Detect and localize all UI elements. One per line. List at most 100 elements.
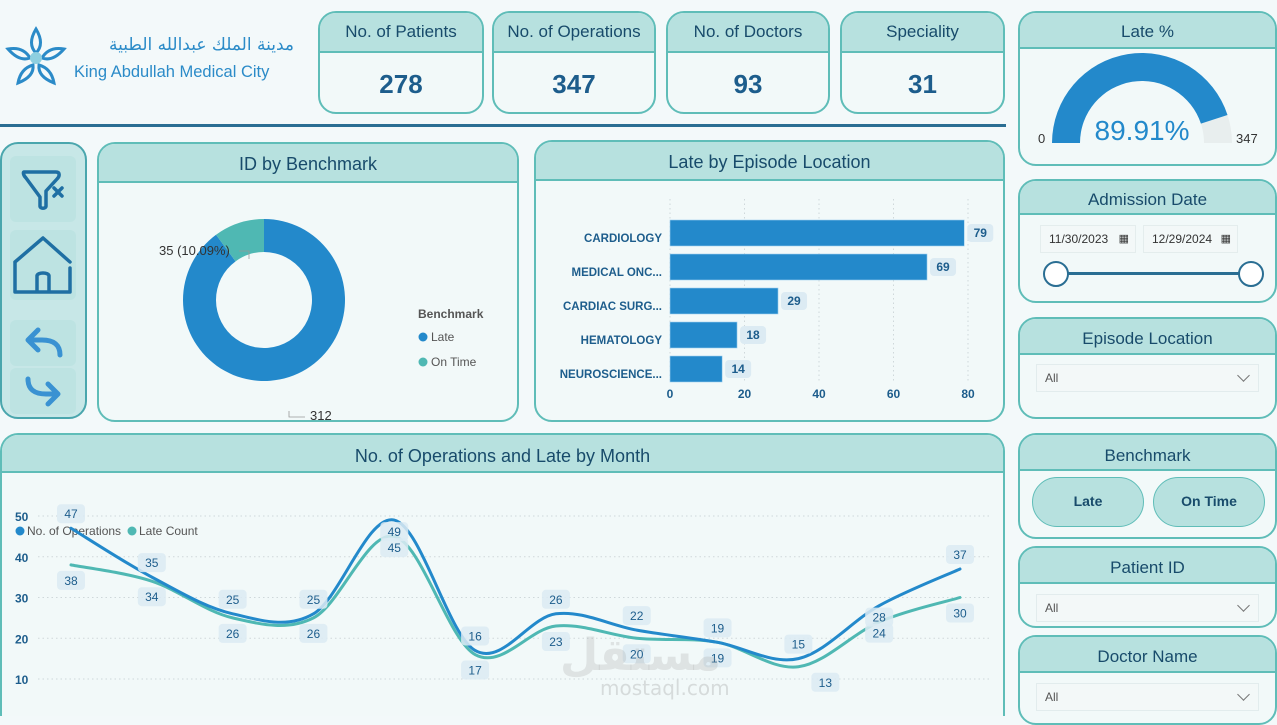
watermark-latin: mostaql.com [600,676,730,700]
chevron-down-icon [1237,688,1250,701]
kpi-value: 31 [908,69,937,99]
bar[interactable] [669,219,965,247]
calendar-icon[interactable]: ▦ [1118,233,1129,245]
line-chart-title: No. of Operations and Late by Month [2,435,1003,473]
x-tick-label: 20 [738,387,752,401]
bar[interactable] [669,287,779,315]
kpi-value: 347 [552,69,596,99]
gauge-max-label: 347 [1236,131,1258,146]
data-label-bg [622,606,651,626]
undo-arrow-icon [25,327,63,358]
data-label: 37 [953,548,967,562]
data-label: 15 [792,638,806,652]
episode-location-dropdown[interactable]: All [1036,364,1259,392]
calendar-icon[interactable]: ▦ [1220,233,1231,245]
data-label: 19 [711,651,725,665]
data-label: 79 [974,226,988,240]
data-label-bg [946,603,974,623]
episode-location-title: Episode Location [1020,319,1275,355]
donut-slice-on-time[interactable] [216,219,264,262]
legend-label-on-time[interactable]: On Time [431,355,477,369]
admission-date-title: Admission Date [1020,181,1275,215]
clear-filter-icon [21,170,64,210]
x-tick-label: 0 [667,387,674,401]
start-date-value: 11/30/2023 [1049,232,1109,246]
forward-button[interactable] [10,368,76,414]
gauge-track [1200,114,1232,143]
data-label: 69 [936,260,950,274]
end-date-input[interactable]: 12/29/2024 ▦ [1143,225,1238,253]
data-label: 24 [873,627,887,641]
late-percent-card: Late % 0 347 89.91% [1018,11,1277,166]
data-label: 30 [953,607,967,621]
benchmark-slicer: Benchmark Late On Time [1018,433,1277,539]
legend-dot [15,526,25,536]
data-label-bg [703,618,732,638]
y-category-label: NEUROSCIENCE... [560,369,662,381]
y-tick-label: 30 [15,592,29,606]
clear-filters-button[interactable] [10,156,76,222]
home-button[interactable] [10,230,76,300]
y-tick-label: 50 [15,510,29,524]
data-label-bg [461,626,490,646]
data-label: 45 [388,541,402,555]
date-range-start-handle[interactable] [1043,261,1069,287]
data-label: 29 [787,294,801,308]
start-date-input[interactable]: 11/30/2023 ▦ [1040,225,1136,253]
legend-dot-on-time [418,357,428,367]
date-range-track[interactable] [1056,272,1252,275]
bar-chart-title: Late by Episode Location [536,142,1003,181]
benchmark-title: Benchmark [1020,435,1275,471]
donut-slice-late[interactable] [183,219,345,381]
gauge-title: Late % [1020,13,1275,49]
data-label-bg [811,672,840,692]
data-label: 26 [549,593,563,607]
data-label: 38 [64,574,78,588]
logo: مدينة الملك عبدالله الطبية King Abdullah… [4,25,304,95]
gauge-min-label: 0 [1038,131,1045,146]
series-line-late-count[interactable] [69,534,962,669]
header-divider [0,124,1006,127]
series-line-no-of-operations[interactable] [69,518,962,662]
data-label: 23 [549,635,563,649]
x-tick-label: 60 [887,387,901,401]
kpi-label: Speciality [842,13,1003,53]
data-label-bg [57,504,85,524]
legend-label-late[interactable]: Late [431,330,455,344]
line-chart-card: No. of Operations and Late by Month No. … [0,433,1005,716]
donut-label-late-value: 312 [310,408,332,420]
data-label-bg [380,522,409,542]
donut-chart-card: ID by Benchmark 35 (10.09%) 312 (89.91%)… [97,142,519,422]
date-range-end-handle[interactable] [1238,261,1264,287]
data-label-bg [865,623,894,643]
data-label: 14 [731,362,745,376]
y-tick-label: 10 [15,673,29,687]
patient-id-dropdown[interactable]: All [1036,594,1259,622]
home-icon [13,236,72,294]
bar[interactable] [669,355,723,383]
donut-leader-line [288,411,305,418]
back-button[interactable] [10,320,76,366]
y-category-label: CARDIOLOGY [584,233,662,245]
bar[interactable] [669,321,738,349]
bar[interactable] [669,253,928,281]
data-label-bg [784,634,813,654]
data-label: 34 [145,590,159,604]
data-label-bg [725,360,752,378]
data-label-bg [930,258,957,276]
data-label: 28 [873,611,887,625]
data-label-bg [218,589,247,609]
x-tick-label: 80 [961,387,975,401]
doctor-name-dropdown[interactable]: All [1036,683,1259,711]
legend-label[interactable]: Late Count [139,524,198,538]
data-label-bg [380,538,409,558]
data-label-bg [299,623,328,643]
benchmark-late-button[interactable]: Late [1032,477,1144,527]
y-category-label: CARDIAC SURG... [563,301,662,313]
data-label-bg [299,589,328,609]
y-category-label: HEMATOLOGY [581,335,663,347]
benchmark-on-time-button[interactable]: On Time [1153,477,1265,527]
chevron-down-icon [1237,369,1250,382]
data-label-bg [865,607,894,627]
